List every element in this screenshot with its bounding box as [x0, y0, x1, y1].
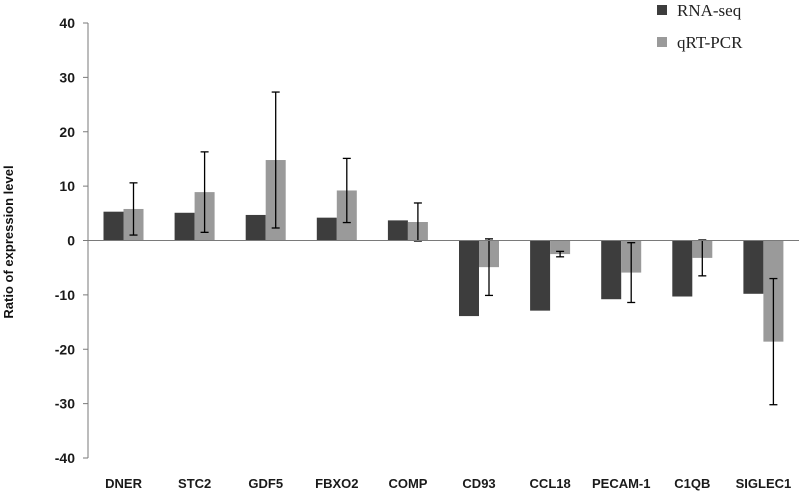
- error-bar-cd93: [485, 238, 493, 297]
- category-label-stc2: STC2: [178, 476, 211, 491]
- bar-rna-seq-stc2: [174, 212, 195, 241]
- legend-swatch-rna-seq: [657, 5, 667, 15]
- bar-rna-seq-c1qb: [672, 240, 693, 297]
- bar-rna-seq-comp: [387, 220, 408, 241]
- legend-swatch-qrt-pcr: [657, 37, 667, 47]
- bars: [103, 160, 784, 342]
- error-bar-pecam-1: [627, 242, 636, 304]
- y-axis: 40 30 20 10 0 -10 -20 -30 -40: [55, 15, 89, 466]
- legend-label-qrt-pcr: qRT-PCR: [677, 33, 743, 52]
- legend-label-rna-seq: RNA-seq: [677, 1, 742, 20]
- bar-rna-seq-dner: [103, 211, 124, 241]
- y-tick-label: 40: [59, 15, 75, 31]
- category-label-fbxo2: FBXO2: [315, 476, 358, 491]
- bar-rna-seq-siglec1: [743, 240, 764, 294]
- error-bar-comp: [413, 202, 422, 242]
- error-bars: [129, 91, 778, 406]
- category-label-comp: COMP: [388, 476, 427, 491]
- bar-rna-seq-ccl18: [530, 240, 551, 311]
- error-bar-siglec1: [769, 277, 778, 406]
- y-tick-label: 30: [59, 69, 75, 85]
- y-tick-label: -20: [55, 341, 75, 357]
- category-label-siglec1: SIGLEC1: [736, 476, 792, 491]
- category-labels: DNER STC2 GDF5 FBXO2 COMP CD93 CCL18 PECAM-1 C1Q…: [105, 476, 791, 491]
- y-tick-label: -30: [55, 396, 75, 412]
- error-bar-ccl18: [556, 250, 565, 258]
- legend: RNA-seq qRT-PCR: [657, 1, 743, 52]
- y-tick-label: 10: [59, 178, 75, 194]
- bar-rna-seq-cd93: [459, 240, 479, 317]
- category-label-pecam-1: PECAM-1: [592, 476, 651, 491]
- bar-rna-seq-gdf5: [245, 214, 266, 241]
- y-axis-label: Ratio of expression level: [1, 165, 16, 318]
- error-bar-dner: [129, 182, 138, 236]
- category-label-dner: DNER: [105, 476, 142, 491]
- y-tick-label: 0: [67, 233, 75, 249]
- error-bar-fbxo2: [342, 157, 351, 224]
- bar-qrt-pcr-ccl18: [550, 240, 571, 255]
- y-tick-label: -40: [55, 450, 75, 466]
- bar-rna-seq-pecam-1: [601, 240, 622, 300]
- category-label-ccl18: CCL18: [530, 476, 571, 491]
- category-label-gdf5: GDF5: [248, 476, 283, 491]
- error-bar-gdf5: [271, 91, 280, 229]
- error-bar-stc2: [200, 151, 209, 233]
- category-label-cd93: CD93: [462, 476, 495, 491]
- bar-rna-seq-fbxo2: [316, 217, 337, 241]
- y-tick-label: -10: [55, 287, 75, 303]
- y-tick-label: 20: [59, 124, 75, 140]
- error-bar-c1qb: [698, 239, 707, 277]
- category-label-c1qb: C1QB: [674, 476, 710, 491]
